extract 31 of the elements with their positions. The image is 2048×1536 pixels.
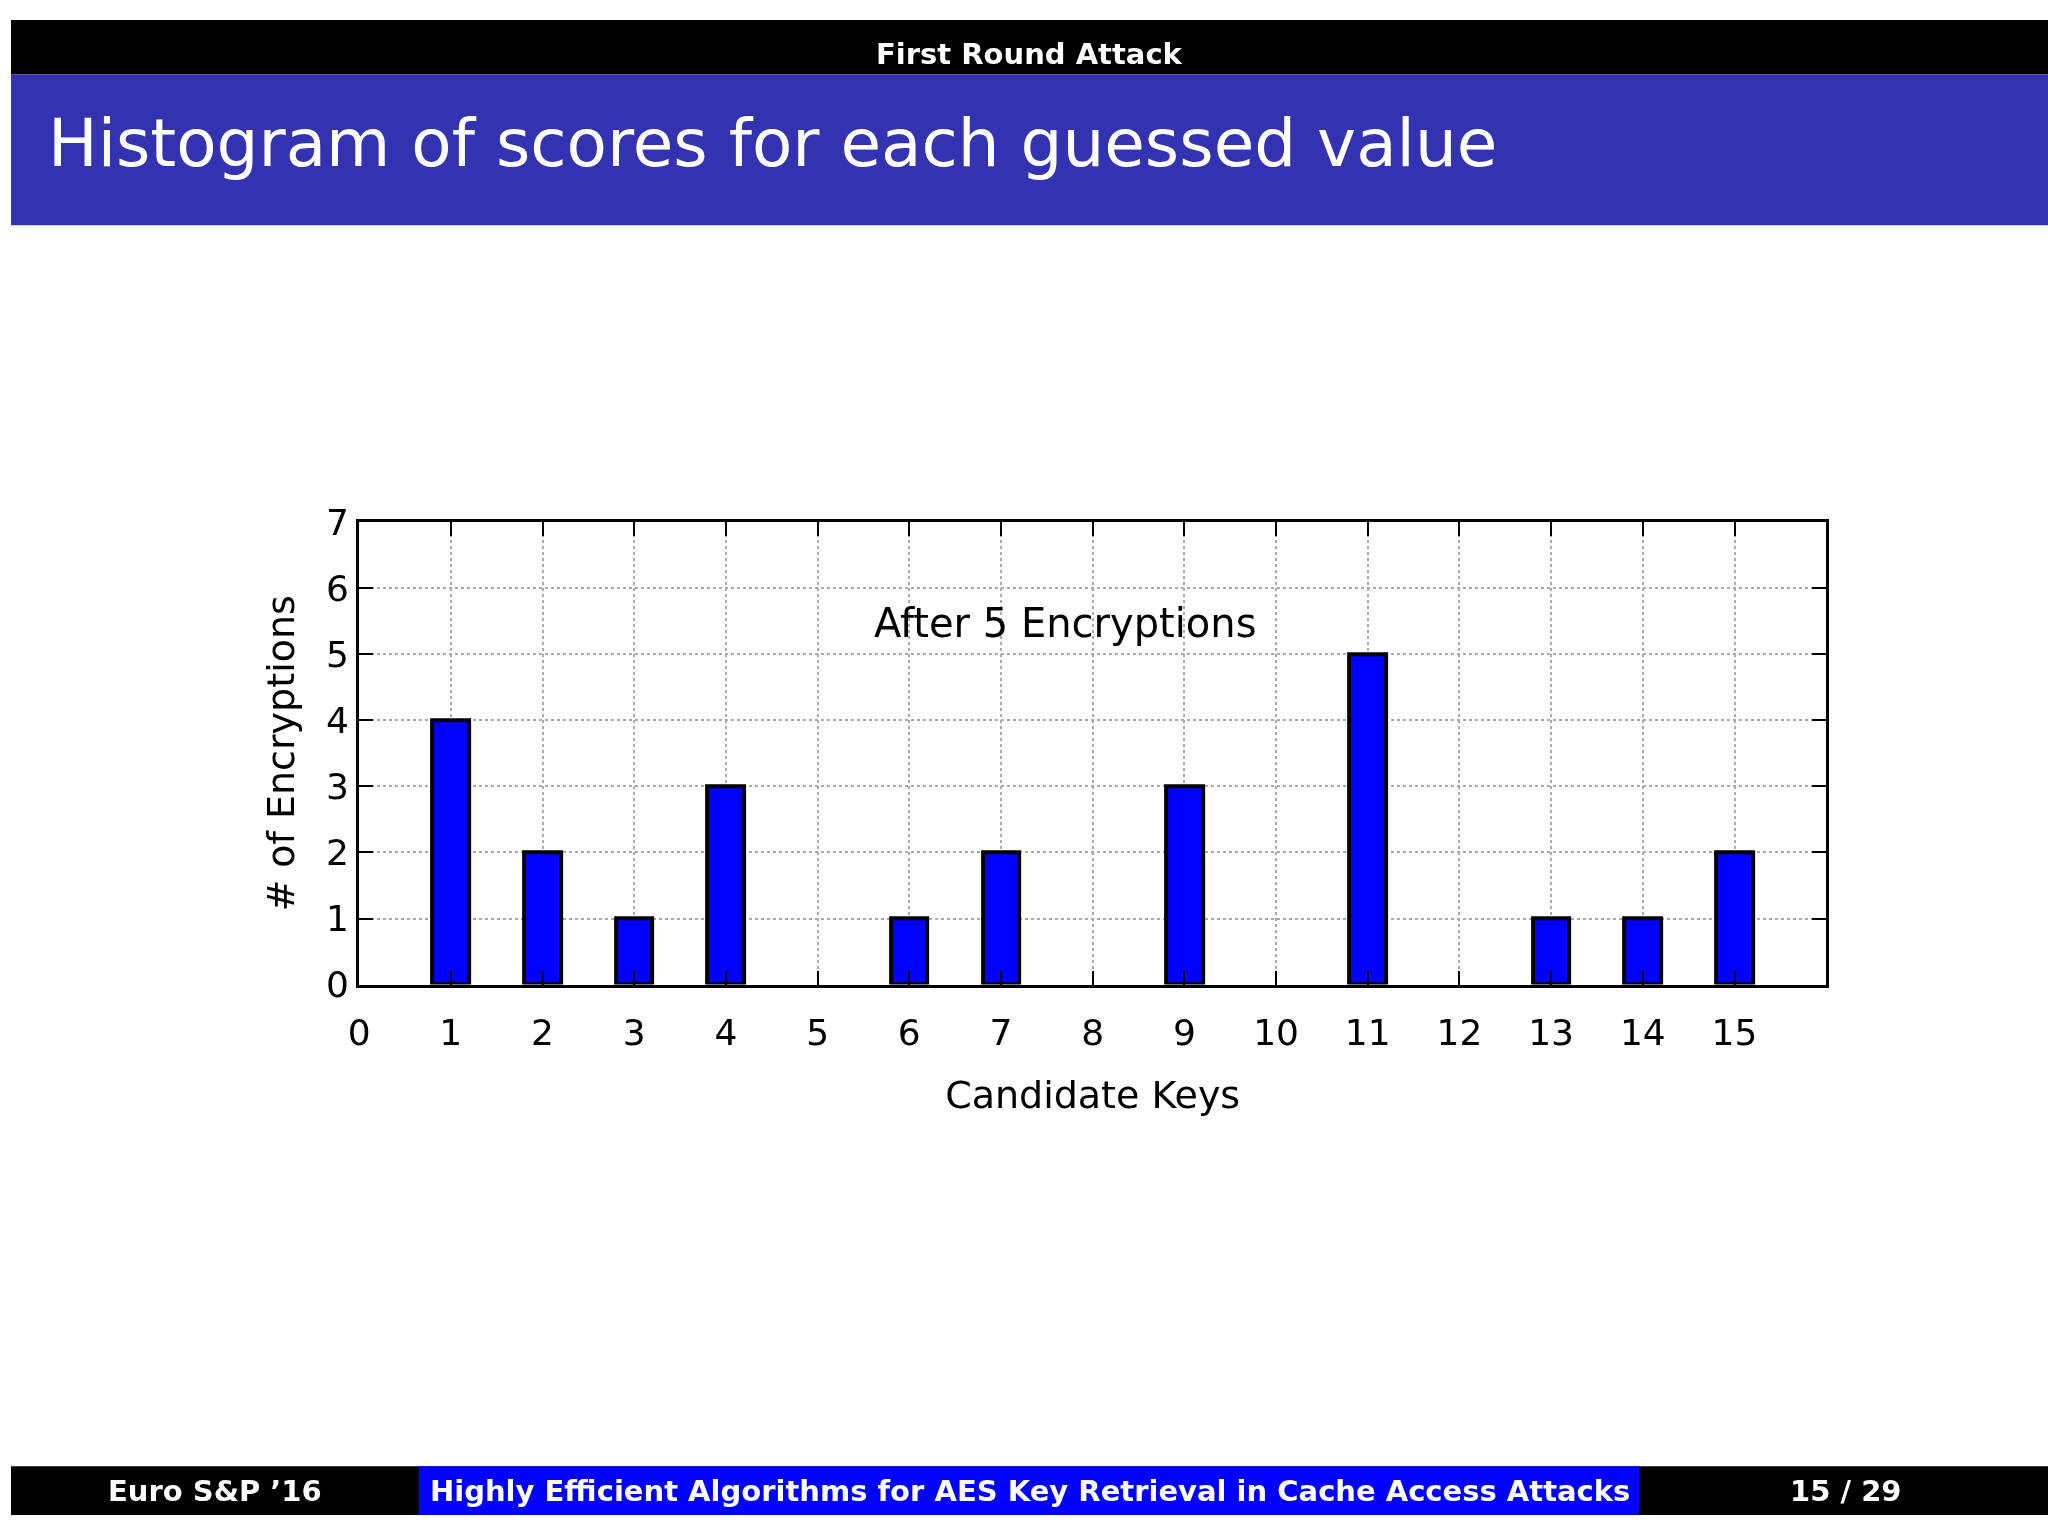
x-tick-label: 11 [1344,1011,1391,1053]
y-tick-label: 6 [326,567,349,609]
x-axis-title: Candidate Keys [945,1072,1241,1117]
y-tick-label: 3 [326,766,349,808]
chart-title: Histogram of scores for each guessed value [48,105,1498,183]
x-tick-label: 3 [622,1011,646,1053]
annotation: After 5 Encryptions [874,600,1257,646]
text: 15 / 29 [1790,1474,1902,1508]
text: Highly Efficient Algorithms for AES Key Retrieval in Cache Access Attacks [430,1474,1631,1508]
x-tick-label: 7 [989,1011,1013,1053]
y-axis-title: # of Encryptions [259,595,304,912]
x-tick-label: 15 [1711,1011,1758,1053]
x-tick-label: 5 [806,1011,830,1053]
y-tick-label: 7 [326,501,349,543]
y-tick-label: 4 [326,699,349,741]
x-tick-label: 4 [714,1011,738,1053]
y-tick-label: 2 [326,832,349,874]
x-tick-label: 6 [897,1011,921,1053]
x-tick-label: 10 [1253,1011,1299,1053]
y-tick-label: 1 [326,898,349,940]
y-tick-label: 5 [326,633,349,675]
x-tick-label: 1 [439,1011,463,1053]
y-tick-label: 0 [326,964,349,1006]
text: First Round Attack [876,37,1183,71]
x-tick-label: 2 [531,1011,554,1053]
x-tick-label: 8 [1081,1011,1105,1053]
x-tick-label: 12 [1436,1011,1483,1053]
x-tick-label: 9 [1172,1011,1196,1053]
text: Euro S&P ’16 [108,1474,322,1508]
x-tick-label: 13 [1528,1011,1575,1053]
x-tick-label: 14 [1619,1011,1666,1053]
